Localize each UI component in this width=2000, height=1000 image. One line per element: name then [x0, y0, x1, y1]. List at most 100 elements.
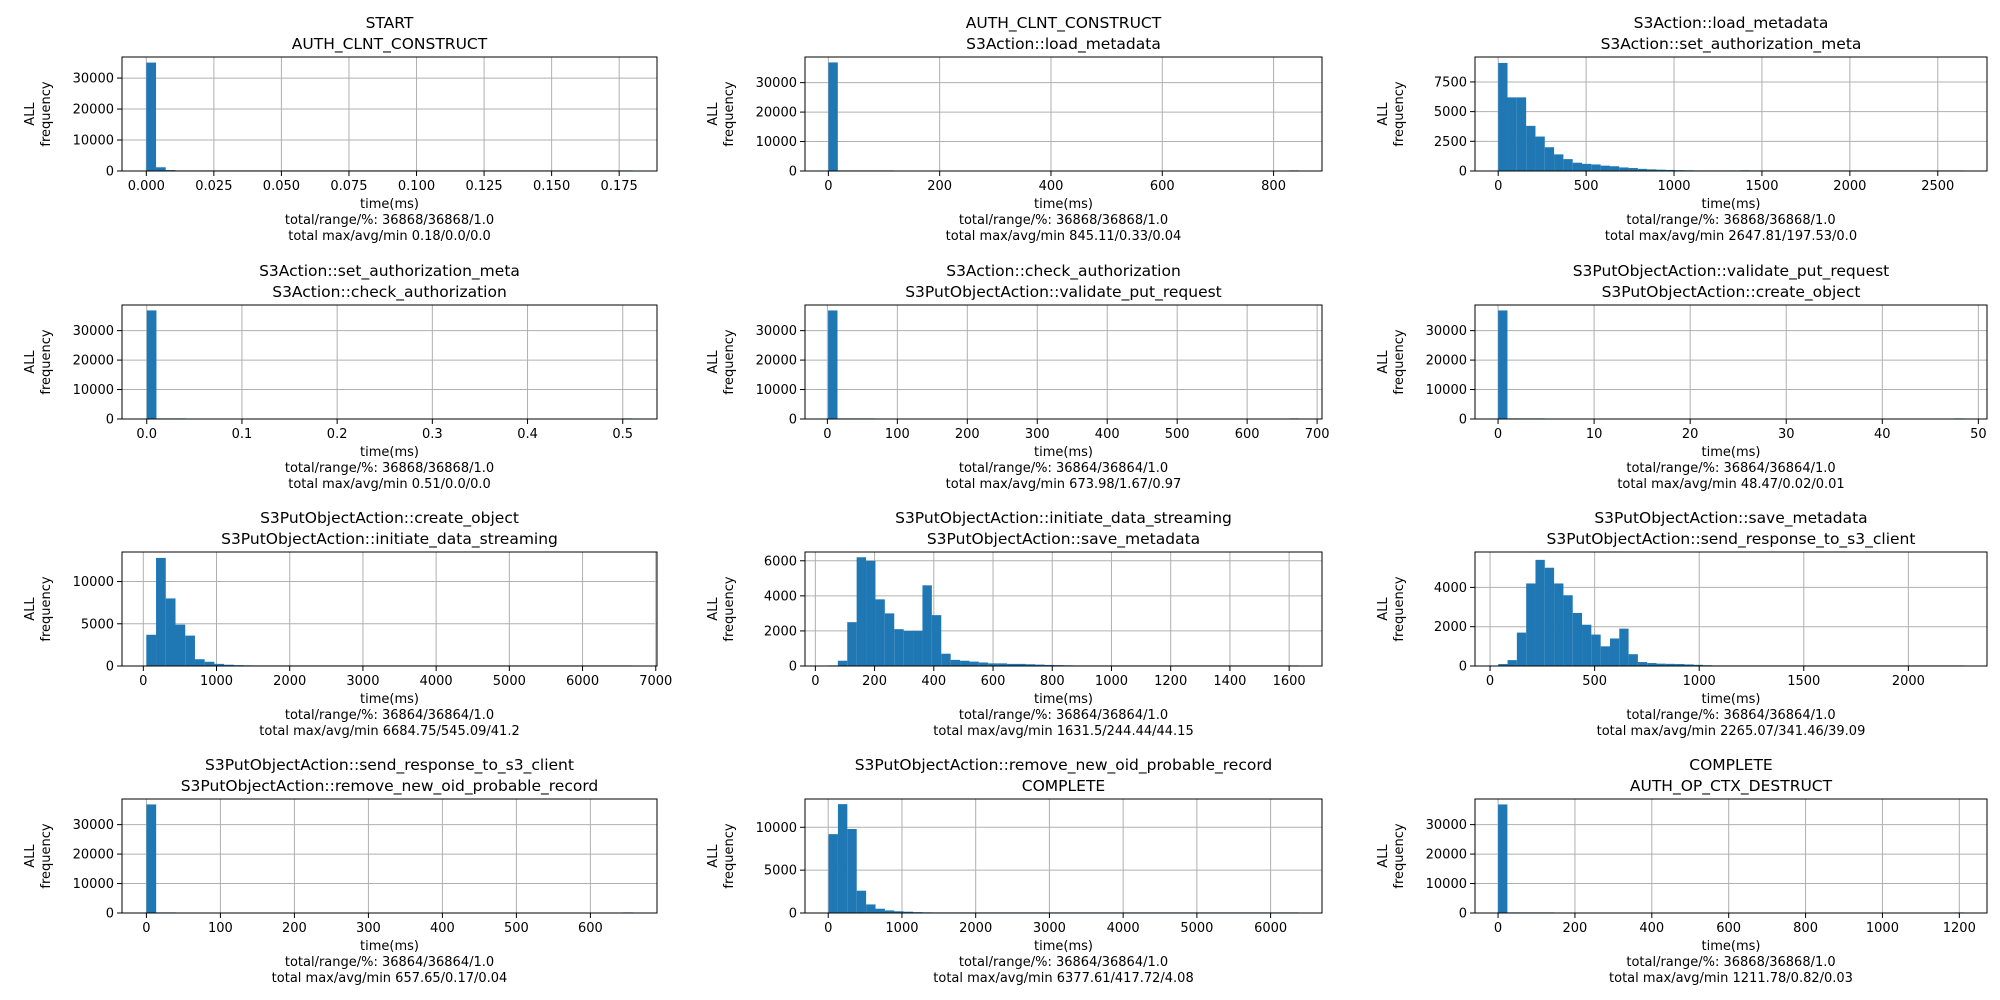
y-tick-label: 20000	[1426, 848, 1467, 863]
x-tick-label: 600	[1716, 921, 1741, 936]
footer-totals: total/range/%: 36864/36864/1.0	[285, 955, 494, 970]
histogram-bar	[1675, 664, 1685, 666]
x-tick-label: 1200	[1154, 674, 1187, 689]
histogram-bar	[1516, 97, 1527, 171]
y-axis-label-line-1: ALL	[1376, 597, 1391, 621]
y-axis-label-line-2: frequency	[722, 823, 737, 889]
y-tick-label: 10000	[73, 575, 114, 590]
histogram-bar	[875, 599, 885, 666]
x-tick-label: 0.150	[533, 179, 570, 194]
x-axis-label: time(ms)	[360, 197, 419, 212]
y-tick-label: 4000	[1434, 581, 1467, 596]
y-axis-label-line-1: ALL	[1376, 350, 1391, 374]
footer-stats: total max/avg/min 1211.78/0.82/0.03	[1609, 971, 1853, 986]
x-tick-label: 6000	[1254, 921, 1287, 936]
x-tick-label: 0	[824, 921, 832, 936]
plot-frame	[121, 551, 658, 667]
x-tick-label: 1000	[200, 674, 233, 689]
x-tick-label: 2000	[273, 674, 306, 689]
y-tick-label: 10000	[73, 134, 114, 149]
y-tick-label: 30000	[756, 76, 797, 91]
histogram-bar	[146, 634, 157, 666]
x-tick-label: 50	[1970, 427, 1987, 442]
x-tick-label: 300	[356, 921, 381, 936]
x-tick-label: 0.0	[136, 427, 157, 442]
y-tick-label: 0	[789, 660, 797, 675]
plot-frame	[121, 798, 658, 914]
histogram-bar	[224, 664, 234, 666]
plot-frame	[804, 551, 1323, 667]
y-tick-label: 20000	[73, 848, 114, 863]
histogram-bar	[1637, 168, 1648, 171]
x-tick-label: 400	[1639, 921, 1664, 936]
x-axis-label: time(ms)	[360, 445, 419, 460]
x-tick-label: 1000	[885, 921, 918, 936]
histogram-bar	[1498, 310, 1508, 419]
chart-title-line-1: S3Action::check_authorization	[946, 262, 1181, 281]
y-tick-label: 4000	[764, 589, 797, 604]
plot-frame	[804, 798, 1323, 914]
chart-title-line-2: S3PutObjectAction::initiate_data_streami…	[221, 530, 558, 549]
x-tick-label: 1000	[1866, 921, 1899, 936]
x-tick-label: 6000	[566, 674, 599, 689]
histogram-panel: 0 200 400 600 800 1000 1200 0 10000 20000 30000 COM…	[1376, 756, 1988, 986]
histogram-bar	[856, 557, 867, 666]
histogram-bar	[931, 615, 942, 666]
histogram-panel: 0.000 0.025 0.050 0.075 0.100 0.125 0.150 0.175…	[23, 14, 658, 244]
histogram-bar	[1044, 664, 1055, 666]
histogram-bar	[1619, 628, 1629, 666]
y-tick-label: 30000	[73, 818, 114, 833]
x-tick-label: 0.125	[465, 179, 502, 194]
footer-stats: total max/avg/min 6684.75/545.09/41.2	[259, 724, 519, 739]
x-tick-label: 400	[1095, 427, 1120, 442]
x-tick-label: 40	[1874, 427, 1891, 442]
plot-frame	[804, 304, 1323, 420]
y-axis-label-line-1: ALL	[706, 102, 721, 126]
footer-stats: total max/avg/min 0.51/0.0/0.0	[288, 477, 491, 492]
histogram-bar	[1656, 169, 1666, 171]
histogram-panel: 0 100 200 300 400 500 600 0 10000 20000 30000 S3Put…	[23, 756, 658, 986]
histogram-bar	[1507, 660, 1517, 666]
y-axis-label-line-1: ALL	[706, 844, 721, 868]
histogram-panel: 0.0 0.1 0.2 0.3 0.4 0.5 0 10000 20000 30000 S3Acti…	[23, 262, 658, 492]
histogram-bar	[1628, 168, 1638, 171]
histogram-bar	[847, 829, 857, 913]
x-tick-label: 0	[1494, 921, 1502, 936]
y-tick-label: 30000	[1426, 324, 1467, 339]
x-tick-label: 400	[430, 921, 455, 936]
chart-title-line-1: S3PutObjectAction::remove_new_oid_probab…	[855, 756, 1273, 775]
histogram-bar	[894, 629, 904, 666]
x-tick-label: 600	[1235, 427, 1260, 442]
histogram-bar	[847, 622, 857, 666]
histogram-bar	[1526, 125, 1536, 171]
histogram-panel: 0 1000 2000 3000 4000 5000 6000 7000 0 5000 10000 S…	[23, 509, 672, 739]
footer-stats: total max/avg/min 657.65/0.17/0.04	[272, 971, 508, 986]
histogram-bar	[1507, 97, 1517, 171]
x-tick-label: 0.2	[327, 427, 348, 442]
y-tick-label: 30000	[756, 324, 797, 339]
footer-totals: total/range/%: 36868/36868/1.0	[1626, 213, 1835, 228]
histogram-bar	[156, 167, 166, 171]
plot-frame	[121, 56, 658, 172]
y-tick-label: 10000	[756, 821, 797, 836]
histogram-bar	[1591, 164, 1601, 171]
x-axis-label: time(ms)	[1034, 445, 1093, 460]
y-tick-label: 0	[789, 165, 797, 180]
y-tick-label: 5000	[764, 864, 797, 879]
x-tick-label: 5000	[493, 674, 526, 689]
histogram-bar	[913, 630, 923, 666]
footer-totals: total/range/%: 36864/36864/1.0	[1626, 461, 1835, 476]
chart-title-line-1: S3Action::load_metadata	[1634, 14, 1829, 33]
histogram-bar	[1693, 664, 1704, 666]
x-tick-label: 200	[927, 179, 952, 194]
x-tick-label: 200	[955, 427, 980, 442]
x-tick-label: 500	[504, 921, 529, 936]
x-tick-label: 20	[1682, 427, 1699, 442]
histogram-bar	[1600, 165, 1610, 171]
histogram-bar	[828, 62, 838, 172]
y-axis-label-line-1: ALL	[23, 844, 38, 868]
histogram-bar	[1526, 583, 1536, 666]
y-tick-label: 2000	[764, 624, 797, 639]
x-tick-label: 500	[1574, 179, 1599, 194]
